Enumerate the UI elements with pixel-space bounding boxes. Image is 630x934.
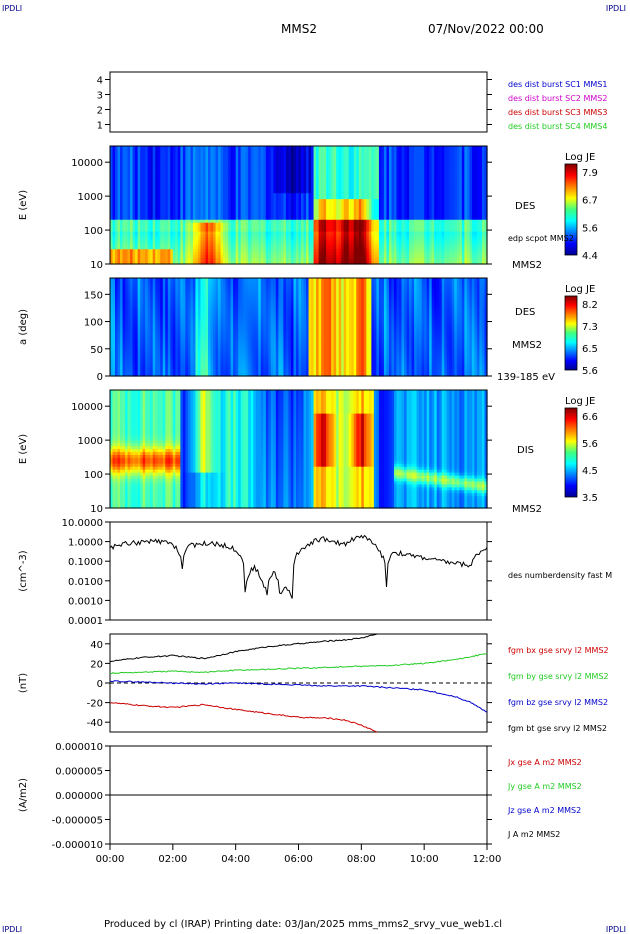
- chart-canvas: 1234101001000100000501001501010010001000…: [0, 0, 630, 934]
